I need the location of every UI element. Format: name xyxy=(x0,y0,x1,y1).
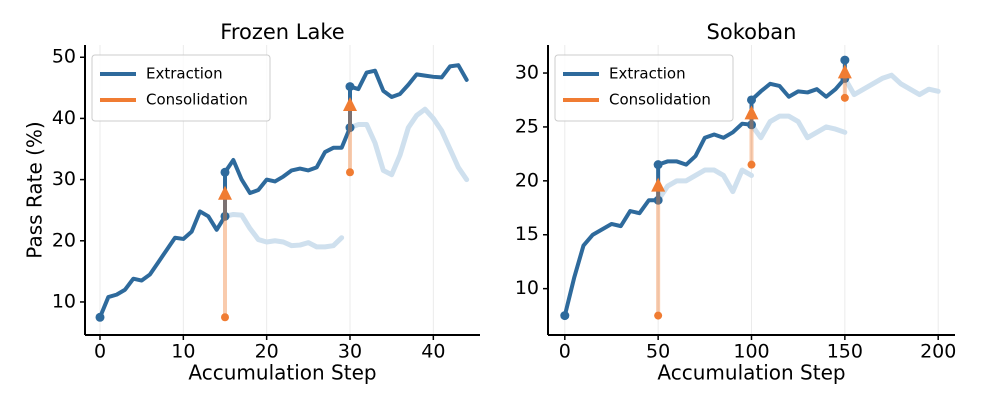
y-tick-label: 20 xyxy=(52,229,76,251)
branch-line xyxy=(749,113,848,141)
extraction-line xyxy=(562,58,847,318)
arrow-head xyxy=(651,177,666,192)
y-tick-label: 40 xyxy=(52,107,76,129)
y-axis-label: Pass Rate (%) xyxy=(23,121,47,258)
legend-box xyxy=(91,54,271,122)
point xyxy=(747,95,756,105)
arrow-base xyxy=(221,313,229,322)
x-tick-label: 0 xyxy=(94,341,106,363)
legend-label: Extraction xyxy=(609,65,686,83)
consolidation-arrow xyxy=(343,97,357,177)
consolidation-arrow xyxy=(837,64,852,102)
y-tick-label: 50 xyxy=(52,46,76,68)
legend: Extraction Consolidation xyxy=(554,54,734,122)
legend: Extraction Consolidation xyxy=(91,54,271,122)
legend-box xyxy=(554,54,734,122)
arrow-base xyxy=(747,160,756,169)
branch-line xyxy=(655,167,754,203)
x-tick-label: 100 xyxy=(733,341,769,363)
branch-line xyxy=(842,72,941,98)
legend-label: Consolidation xyxy=(609,91,711,109)
chart-title: Frozen Lake xyxy=(220,20,344,44)
point xyxy=(345,123,355,133)
x-tick-label: 10 xyxy=(171,341,195,363)
arrow-base xyxy=(840,93,849,102)
arrow-base xyxy=(346,168,354,177)
x-tick-label: 200 xyxy=(920,341,956,363)
x-tick-label: 0 xyxy=(559,341,571,363)
point xyxy=(345,82,355,92)
arrow-base xyxy=(654,311,663,320)
x-axis-label: Accumulation Step xyxy=(188,361,376,385)
x-tick-label: 150 xyxy=(827,341,863,363)
arrow-head xyxy=(218,185,232,200)
point xyxy=(840,55,850,65)
extraction-line xyxy=(98,63,469,320)
x-tick-label: 20 xyxy=(255,341,279,363)
legend-label: Extraction xyxy=(146,65,223,83)
y-tick-label: 10 xyxy=(52,290,76,312)
y-tick-label: 15 xyxy=(515,223,539,245)
arrow-head xyxy=(343,97,357,112)
y-tick-label: 30 xyxy=(52,168,76,190)
legend-label: Consolidation xyxy=(146,91,248,109)
point xyxy=(747,120,756,130)
panel: 0 10 20 30 40 10 20 30 40 50 Frozen Lake Accumulati… xyxy=(23,20,480,385)
y-tick-label: 20 xyxy=(515,169,539,191)
y-tick-label: 10 xyxy=(515,277,539,299)
x-tick-label: 50 xyxy=(646,341,670,363)
consolidation-arrow xyxy=(744,105,759,169)
y-tick-label: 25 xyxy=(515,115,539,137)
arrow-head xyxy=(744,105,759,120)
point xyxy=(220,211,230,221)
x-axis-label: Accumulation Step xyxy=(657,361,845,385)
arrow-head xyxy=(837,64,852,79)
point xyxy=(653,160,663,170)
panel: 0 50 100 150 200 10 15 20 25 30 Sokoban Accumulatio… xyxy=(515,20,957,385)
y-tick-label: 30 xyxy=(515,62,539,84)
point xyxy=(220,167,230,177)
point xyxy=(95,312,105,322)
branch-line xyxy=(347,106,470,183)
consolidation-arrow xyxy=(218,185,232,322)
consolidation-arrow xyxy=(651,177,666,320)
point xyxy=(560,311,570,321)
x-tick-label: 40 xyxy=(421,341,445,363)
point xyxy=(653,195,663,205)
chart-title: Sokoban xyxy=(707,20,797,44)
x-tick-label: 30 xyxy=(338,341,362,363)
branch-line xyxy=(222,211,345,250)
